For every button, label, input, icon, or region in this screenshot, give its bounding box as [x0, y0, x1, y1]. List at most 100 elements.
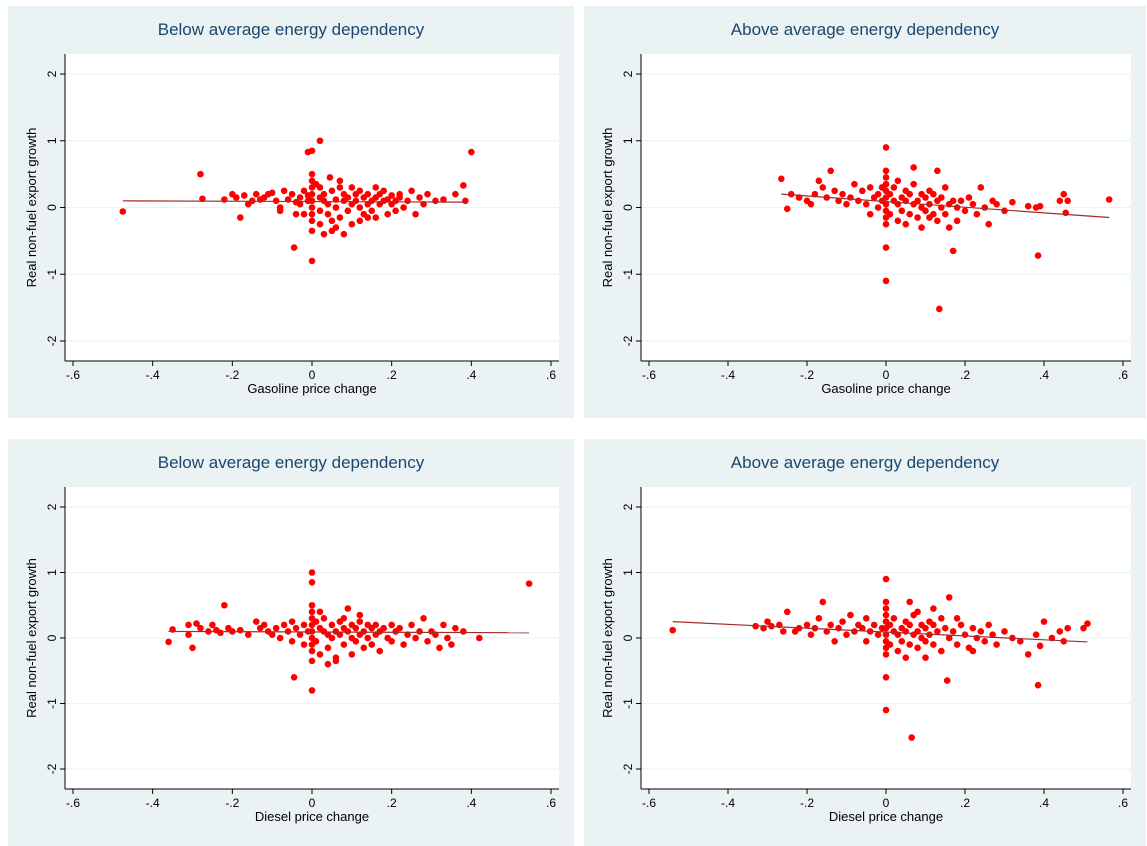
y-axis-label: Real non-fuel export growth: [600, 558, 615, 718]
data-point: [953, 641, 961, 648]
data-point: [348, 184, 356, 191]
data-point: [356, 187, 364, 195]
data-point: [221, 601, 228, 609]
data-point: [1034, 252, 1042, 259]
data-point: [949, 628, 957, 635]
x-tick-label: 0: [309, 368, 316, 382]
data-point: [969, 200, 977, 208]
data-point: [953, 204, 961, 211]
data-point: [308, 204, 316, 211]
x-tick-label: -.6: [66, 796, 80, 810]
data-point: [290, 244, 298, 251]
data-point: [1064, 624, 1071, 632]
data-point: [272, 624, 280, 632]
data-point: [462, 197, 469, 205]
chart-panel-top-right: Above average energy dependency -2 -1 0 1 2-…: [584, 6, 1146, 418]
data-point: [906, 598, 913, 606]
data-point: [360, 644, 368, 652]
data-point: [328, 621, 336, 629]
data-point: [260, 621, 268, 629]
fit-line: [781, 193, 1110, 219]
data-point: [300, 187, 308, 195]
data-point: [308, 601, 316, 609]
chart-title: Below average energy dependency: [157, 20, 425, 39]
data-point: [308, 227, 316, 235]
data-point: [847, 611, 854, 619]
data-point: [941, 184, 949, 191]
data-point: [460, 628, 467, 635]
data-point: [436, 644, 443, 652]
data-point: [1105, 196, 1113, 203]
data-point: [372, 621, 380, 629]
x-tick-label: .4: [1039, 796, 1049, 810]
data-point: [165, 638, 172, 646]
data-point: [945, 224, 953, 231]
data-point: [890, 615, 898, 622]
data-point: [930, 621, 937, 629]
y-tick-label: 0: [45, 204, 59, 211]
data-point: [440, 621, 447, 629]
fit-line: [168, 630, 530, 634]
data-point: [949, 247, 957, 255]
data-point: [324, 200, 332, 208]
data-point: [807, 631, 815, 639]
data-point: [352, 624, 360, 632]
data-point: [819, 184, 827, 191]
data-point: [930, 190, 937, 198]
data-point: [957, 197, 965, 205]
data-point: [476, 634, 483, 642]
data-point: [336, 214, 344, 221]
data-point: [280, 621, 288, 629]
data-point: [340, 615, 348, 622]
data-point: [965, 194, 973, 201]
data-point: [340, 230, 348, 238]
data-point: [783, 608, 791, 616]
data-point: [372, 184, 380, 191]
data-point: [882, 674, 890, 681]
data-point: [368, 207, 376, 215]
data-point: [525, 580, 533, 587]
data-point: [380, 624, 388, 632]
x-tick-label: .4: [466, 368, 476, 382]
data-point: [906, 641, 913, 648]
data-point: [380, 187, 388, 195]
data-point: [969, 647, 977, 655]
x-tick-label: -.4: [721, 796, 735, 810]
data-point: [953, 615, 961, 622]
data-point: [989, 631, 996, 639]
data-point: [953, 217, 961, 225]
data-point: [1040, 618, 1048, 625]
data-point: [973, 634, 981, 642]
data-point: [396, 190, 403, 198]
y-tick-label: -1: [45, 269, 59, 280]
data-point: [882, 180, 890, 188]
data-point: [945, 594, 953, 601]
data-point: [312, 637, 320, 645]
data-point: [308, 579, 316, 586]
data-point: [308, 190, 316, 198]
data-point: [308, 569, 316, 576]
data-point: [831, 187, 838, 195]
data-point: [296, 200, 304, 208]
data-point: [934, 167, 941, 175]
data-point: [1084, 620, 1091, 627]
data-point: [320, 615, 328, 622]
x-tick-label: -.2: [800, 368, 814, 382]
data-point: [308, 210, 316, 218]
data-point: [874, 190, 882, 198]
data-point: [308, 608, 316, 616]
data-point: [780, 628, 787, 635]
data-point: [918, 224, 925, 231]
data-point: [985, 220, 992, 228]
x-tick-label: -.4: [146, 368, 160, 382]
data-point: [882, 167, 890, 175]
data-point: [936, 305, 943, 313]
data-point: [851, 180, 858, 188]
data-point: [316, 220, 324, 228]
data-point: [328, 227, 336, 235]
data-point: [815, 177, 823, 185]
data-point: [902, 220, 910, 228]
x-tick-label: -.2: [800, 796, 814, 810]
data-point: [993, 200, 1000, 208]
data-point: [886, 190, 894, 198]
